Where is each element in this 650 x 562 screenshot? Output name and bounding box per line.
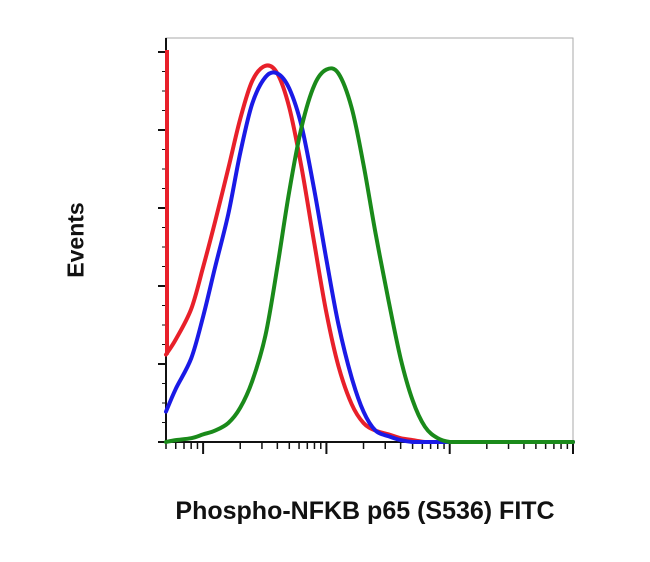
y-axis-label: Events (62, 202, 89, 278)
series-line-3 (164, 66, 575, 444)
x-axis-ticks (165, 442, 574, 454)
y-axis-ticks (158, 51, 166, 443)
histogram-series (164, 50, 575, 444)
plot-frame (165, 37, 574, 443)
x-axis-label: Phospho-NFKB p65 (S536) FITC (175, 497, 555, 525)
series-line-1 (164, 63, 575, 444)
series-line-2 (164, 70, 575, 444)
